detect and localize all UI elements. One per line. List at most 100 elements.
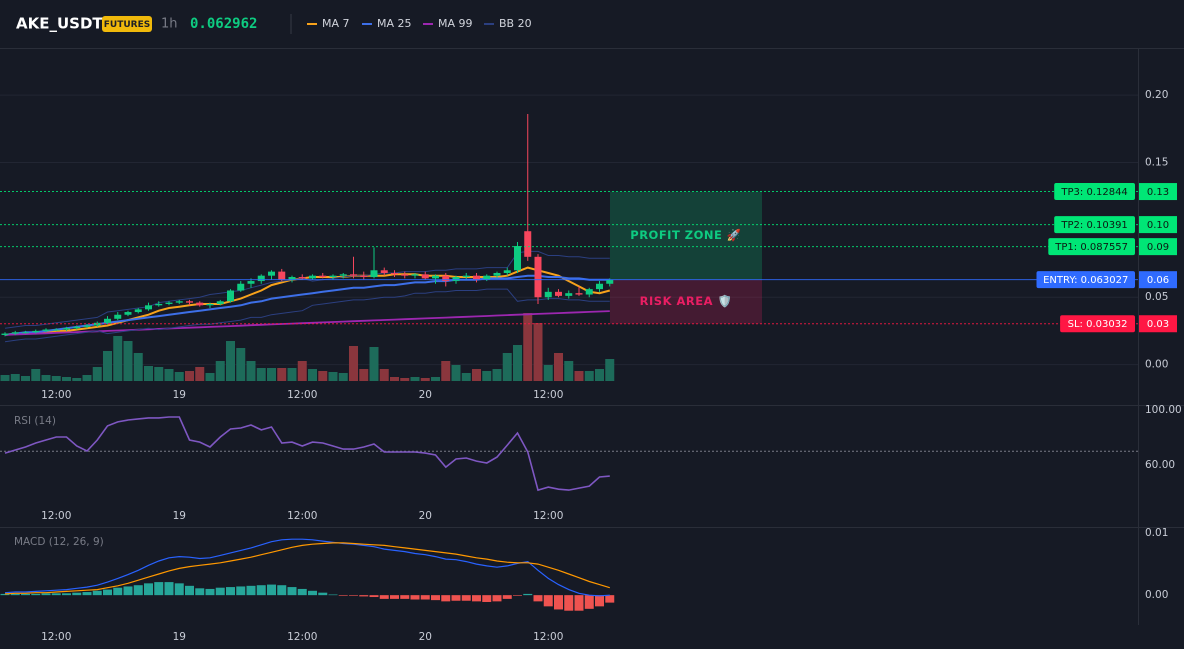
candle-body xyxy=(411,274,419,276)
y-tick-label: 0.01 xyxy=(1145,527,1168,539)
y-tick-label: 0.05 xyxy=(1145,291,1168,303)
volume-bar xyxy=(410,377,420,381)
histogram-bar xyxy=(431,595,440,601)
candle-body xyxy=(22,332,29,334)
level-tag xyxy=(1054,216,1135,234)
candle-body xyxy=(473,275,480,280)
volume-bar xyxy=(164,369,174,381)
histogram-bar xyxy=(51,593,61,596)
volume-bar xyxy=(195,367,205,381)
y-tick-label: 100.00 xyxy=(1145,404,1182,416)
candle-body xyxy=(565,293,573,296)
candle-body xyxy=(124,312,132,315)
axis-tag xyxy=(1139,271,1177,289)
y-tick-label: 60.00 xyxy=(1145,459,1175,471)
volume-bar xyxy=(277,368,287,381)
candle-body xyxy=(309,275,316,279)
candle-body xyxy=(206,303,214,306)
histogram-bar xyxy=(267,584,276,596)
histogram-bar xyxy=(461,595,471,601)
histogram-bar xyxy=(10,593,20,596)
volume-bar xyxy=(420,378,430,381)
candle-body xyxy=(288,277,296,280)
macd-line xyxy=(4,538,610,597)
histogram-bar xyxy=(482,595,492,602)
ma-line xyxy=(4,266,611,336)
volume-bar xyxy=(492,369,502,381)
candle-body xyxy=(391,272,398,275)
candle-body xyxy=(1,333,9,335)
y-tick-label: 0.00 xyxy=(1145,359,1168,371)
histogram-bar xyxy=(513,595,522,596)
volume-bar xyxy=(328,372,338,381)
level-tag xyxy=(1054,183,1135,201)
volume-bar xyxy=(513,345,522,381)
histogram-bar xyxy=(297,588,307,596)
volume-bar xyxy=(256,368,266,381)
histogram-bar xyxy=(308,590,317,596)
histogram-bar xyxy=(164,582,174,596)
candle-body xyxy=(585,289,593,295)
volume-bar xyxy=(472,369,481,381)
legend-label: MA 99 xyxy=(438,17,473,30)
x-tick-label: 12:00 xyxy=(41,389,71,401)
level-tag xyxy=(1060,315,1135,333)
candle-body xyxy=(606,279,614,284)
histogram-bar xyxy=(144,583,153,596)
last-price: 0.062962 xyxy=(190,16,257,32)
histogram-bar xyxy=(41,593,51,596)
volume-bar xyxy=(523,313,533,381)
candle-body xyxy=(227,290,234,302)
volume-bar xyxy=(154,367,164,381)
volume-bar xyxy=(369,347,379,381)
histogram-bar xyxy=(420,595,430,600)
volume-bar xyxy=(554,353,563,381)
volume-bar xyxy=(51,376,61,381)
candle-body xyxy=(257,275,265,282)
candle-body xyxy=(401,274,409,276)
zone xyxy=(610,279,762,324)
histogram-bar xyxy=(21,593,30,596)
zone-label: RISK AREA 🛡️ xyxy=(640,294,733,308)
histogram-bar xyxy=(523,593,533,596)
volume-bar xyxy=(595,369,604,381)
histogram-bar xyxy=(62,593,71,596)
rsi-title: RSI (14) xyxy=(14,415,56,427)
volume-bar xyxy=(359,369,369,381)
volume-bar xyxy=(226,341,235,381)
histogram-bar xyxy=(236,586,246,596)
level-tag xyxy=(1048,238,1135,256)
axis-tag-label: 0.03 xyxy=(1147,319,1169,330)
histogram-bar xyxy=(154,582,164,596)
signal-line xyxy=(4,542,610,595)
histogram-bar xyxy=(123,586,133,596)
bb-lower xyxy=(4,288,610,343)
volume-bar xyxy=(451,365,461,381)
histogram-bar xyxy=(472,595,481,602)
candle-body xyxy=(503,270,511,273)
candle-body xyxy=(524,231,532,257)
candle-body xyxy=(319,275,327,278)
volume-bar xyxy=(174,372,184,381)
volume-bar xyxy=(287,368,297,381)
x-tick-label: 19 xyxy=(173,631,186,643)
candle-body xyxy=(52,329,60,331)
candle-body xyxy=(165,302,173,304)
histogram-bar xyxy=(502,595,512,599)
volume-bar xyxy=(441,361,451,381)
candle-body xyxy=(83,325,91,327)
volume-bar xyxy=(400,378,410,381)
rsi-line xyxy=(4,416,610,492)
volume-bar xyxy=(215,361,225,381)
candle-body xyxy=(534,256,542,298)
candle-body xyxy=(483,275,491,280)
candle-body xyxy=(339,274,347,276)
histogram-bar xyxy=(277,585,287,596)
candle-body xyxy=(268,271,275,276)
volume-bar xyxy=(82,375,92,381)
level-label: TP3: 0.12844 xyxy=(1060,187,1127,198)
candle-body xyxy=(186,301,193,303)
y-tick-label: 0.20 xyxy=(1145,89,1168,101)
volume-bar xyxy=(92,367,102,381)
x-tick-label: 12:00 xyxy=(533,631,563,643)
